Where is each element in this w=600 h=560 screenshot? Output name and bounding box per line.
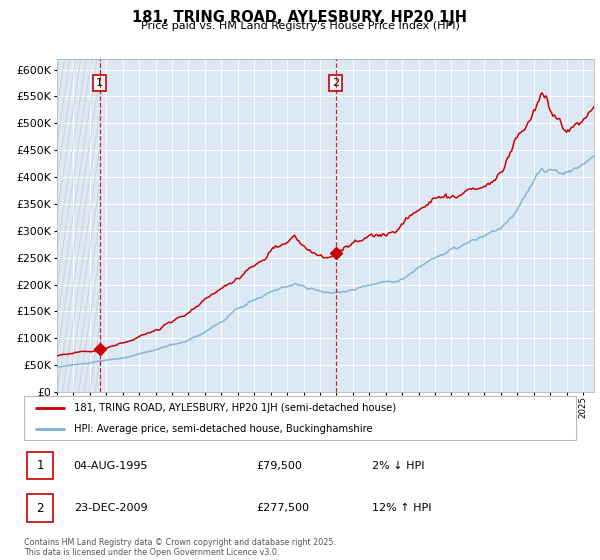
Text: 2% ↓ HPI: 2% ↓ HPI — [372, 460, 424, 470]
Text: 12% ↑ HPI: 12% ↑ HPI — [372, 503, 431, 513]
Text: 04-AUG-1995: 04-AUG-1995 — [74, 460, 148, 470]
Text: 1: 1 — [36, 459, 44, 472]
Text: HPI: Average price, semi-detached house, Buckinghamshire: HPI: Average price, semi-detached house,… — [74, 424, 373, 433]
FancyBboxPatch shape — [27, 494, 53, 522]
Text: 23-DEC-2009: 23-DEC-2009 — [74, 503, 148, 513]
Text: Price paid vs. HM Land Registry's House Price Index (HPI): Price paid vs. HM Land Registry's House … — [140, 21, 460, 31]
Text: £79,500: £79,500 — [256, 460, 302, 470]
Text: 181, TRING ROAD, AYLESBURY, HP20 1JH (semi-detached house): 181, TRING ROAD, AYLESBURY, HP20 1JH (se… — [74, 403, 396, 413]
FancyBboxPatch shape — [27, 452, 53, 479]
Text: £277,500: £277,500 — [256, 503, 309, 513]
Text: Contains HM Land Registry data © Crown copyright and database right 2025.
This d: Contains HM Land Registry data © Crown c… — [24, 538, 336, 557]
Text: 181, TRING ROAD, AYLESBURY, HP20 1JH: 181, TRING ROAD, AYLESBURY, HP20 1JH — [133, 10, 467, 25]
FancyBboxPatch shape — [24, 396, 576, 440]
Text: 2: 2 — [36, 502, 44, 515]
Text: 1: 1 — [96, 78, 103, 88]
Text: 2: 2 — [332, 78, 340, 88]
